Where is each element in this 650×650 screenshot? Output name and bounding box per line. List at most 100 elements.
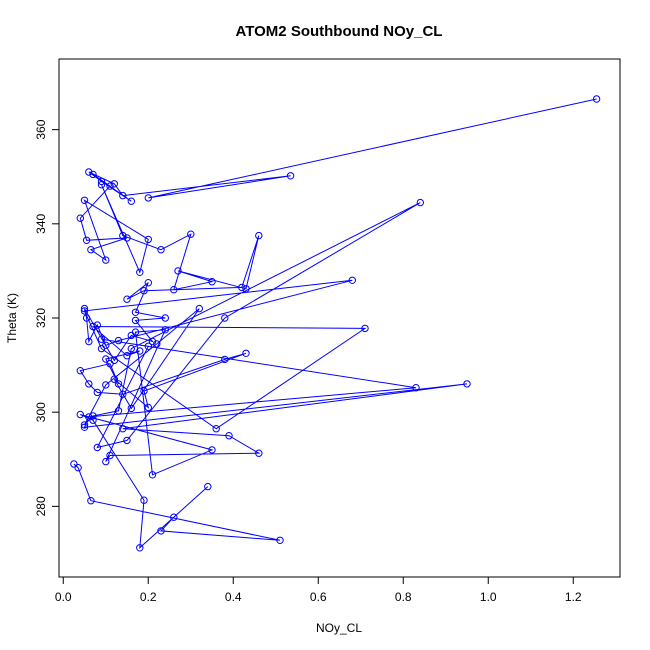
data-point xyxy=(174,267,182,275)
data-point xyxy=(127,197,136,205)
data-point xyxy=(76,214,85,222)
data-point xyxy=(89,322,97,331)
data-point xyxy=(140,387,148,395)
data-point xyxy=(80,423,89,431)
data-point xyxy=(102,355,110,363)
data-point xyxy=(119,425,127,433)
data-point xyxy=(412,384,420,392)
data-point xyxy=(89,412,97,420)
data-point xyxy=(123,436,131,445)
data-point xyxy=(97,344,106,353)
data-point xyxy=(80,304,89,313)
data-point xyxy=(85,337,93,346)
y-tick-label: 280 xyxy=(34,496,48,516)
x-tick-label: 0.4 xyxy=(225,590,242,604)
y-axis: 280 300 320 340 360 xyxy=(34,119,60,516)
data-point xyxy=(80,421,89,429)
data-point xyxy=(592,95,601,103)
series-line xyxy=(73,98,597,550)
data-point xyxy=(148,471,157,479)
data-point xyxy=(87,246,95,254)
data-point xyxy=(131,316,140,325)
y-tick-label: 360 xyxy=(34,119,48,139)
data-point xyxy=(93,443,102,452)
data-point xyxy=(110,375,119,383)
data-point xyxy=(102,381,110,389)
y-tick-label: 300 xyxy=(34,402,48,422)
data-point xyxy=(170,513,178,521)
data-point xyxy=(208,446,216,454)
data-point xyxy=(114,336,123,345)
data-point xyxy=(161,326,170,334)
y-tick-label: 340 xyxy=(34,213,48,233)
x-tick-label: 0.8 xyxy=(395,590,412,604)
data-point xyxy=(221,355,229,364)
data-point xyxy=(102,457,110,466)
data-point xyxy=(82,236,91,245)
data-point xyxy=(93,321,102,329)
data-point xyxy=(208,278,216,286)
x-tick-label: 1.2 xyxy=(565,590,582,604)
plot-area xyxy=(70,95,601,552)
data-point xyxy=(82,314,91,322)
data-point xyxy=(144,279,153,287)
y-axis-label: Theta (K) xyxy=(5,293,19,343)
data-point xyxy=(225,432,233,440)
data-point xyxy=(221,314,229,322)
data-point xyxy=(97,181,106,189)
data-point xyxy=(144,403,153,412)
data-point xyxy=(114,407,123,415)
data-point xyxy=(157,527,165,535)
data-point xyxy=(157,246,165,254)
data-point xyxy=(119,231,127,240)
data-point xyxy=(140,287,148,295)
data-point xyxy=(85,168,93,176)
data-point xyxy=(212,425,220,433)
data-point xyxy=(123,234,131,242)
data-point xyxy=(89,416,97,424)
data-point xyxy=(242,349,250,357)
data-point xyxy=(123,352,131,360)
data-point xyxy=(276,536,284,544)
data-point xyxy=(140,496,148,504)
data-point xyxy=(93,388,102,397)
data-point xyxy=(97,335,106,343)
x-axis-label: NOy_CL xyxy=(316,621,362,635)
data-point xyxy=(119,191,127,200)
data-point xyxy=(131,308,140,316)
data-point xyxy=(80,196,89,205)
data-point xyxy=(127,344,136,353)
data-point xyxy=(114,380,123,388)
data-point xyxy=(361,324,369,333)
y-tick-label: 320 xyxy=(34,308,48,328)
data-point xyxy=(136,544,144,552)
data-point xyxy=(97,177,106,186)
data-point xyxy=(76,410,85,419)
data-point xyxy=(187,230,195,238)
data-point xyxy=(106,182,114,190)
data-point xyxy=(102,256,110,264)
data-point xyxy=(153,340,161,348)
data-point xyxy=(87,497,95,505)
chart-title: ATOM2 Southbound NOy_CL xyxy=(236,23,443,40)
data-point xyxy=(76,367,85,375)
data-point xyxy=(195,304,204,313)
data-point xyxy=(123,295,131,303)
data-point xyxy=(170,286,178,294)
data-point xyxy=(127,404,136,413)
data-point xyxy=(204,482,212,491)
data-point xyxy=(463,380,471,388)
data-point xyxy=(242,285,250,293)
data-point xyxy=(286,172,295,180)
data-point xyxy=(255,231,263,240)
x-tick-label: 0.2 xyxy=(140,590,157,604)
data-point xyxy=(161,314,170,322)
data-point xyxy=(238,283,246,292)
data-point xyxy=(131,328,140,336)
x-axis: 0.0 0.2 0.4 0.6 0.8 1.0 1.2 xyxy=(55,576,582,604)
data-point xyxy=(348,276,356,284)
data-point xyxy=(416,198,424,207)
data-point xyxy=(144,194,153,202)
data-point xyxy=(110,180,119,188)
